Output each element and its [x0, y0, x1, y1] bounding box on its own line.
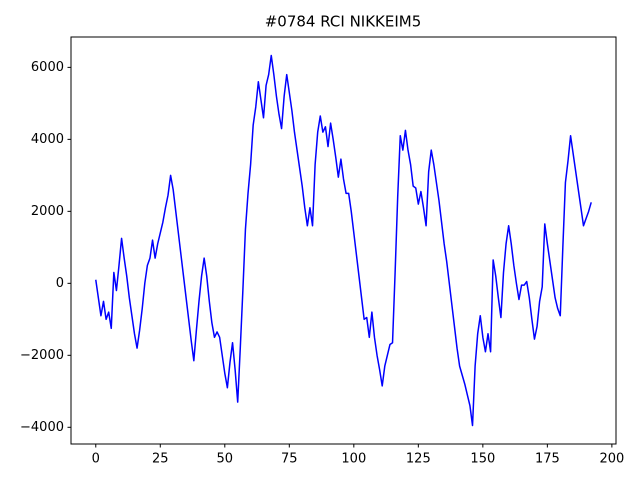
x-tick-label: 0 — [92, 452, 100, 467]
x-tick-label: 75 — [281, 452, 298, 467]
y-tick-label: −4000 — [20, 420, 64, 435]
plot-area — [95, 54, 592, 427]
y-tick-label: −2000 — [20, 348, 64, 363]
x-tick-label: 175 — [535, 452, 560, 467]
line — [95, 54, 592, 427]
x-tick-label: 100 — [341, 452, 366, 467]
x-tick-label: 150 — [470, 452, 495, 467]
y-tick-label: 4000 — [31, 132, 64, 147]
x-tick-label: 25 — [152, 452, 169, 467]
chart-title: #0784 RCI NIKKEIM5 — [265, 13, 422, 31]
y-tick-label: 2000 — [31, 204, 64, 219]
x-tick-label: 200 — [599, 452, 624, 467]
axes-frame — [70, 36, 617, 445]
y-tick-label: 0 — [56, 276, 64, 291]
y-tick-label: 6000 — [31, 60, 64, 75]
x-tick-label: 50 — [217, 452, 234, 467]
x-tick-label: 125 — [406, 452, 431, 467]
